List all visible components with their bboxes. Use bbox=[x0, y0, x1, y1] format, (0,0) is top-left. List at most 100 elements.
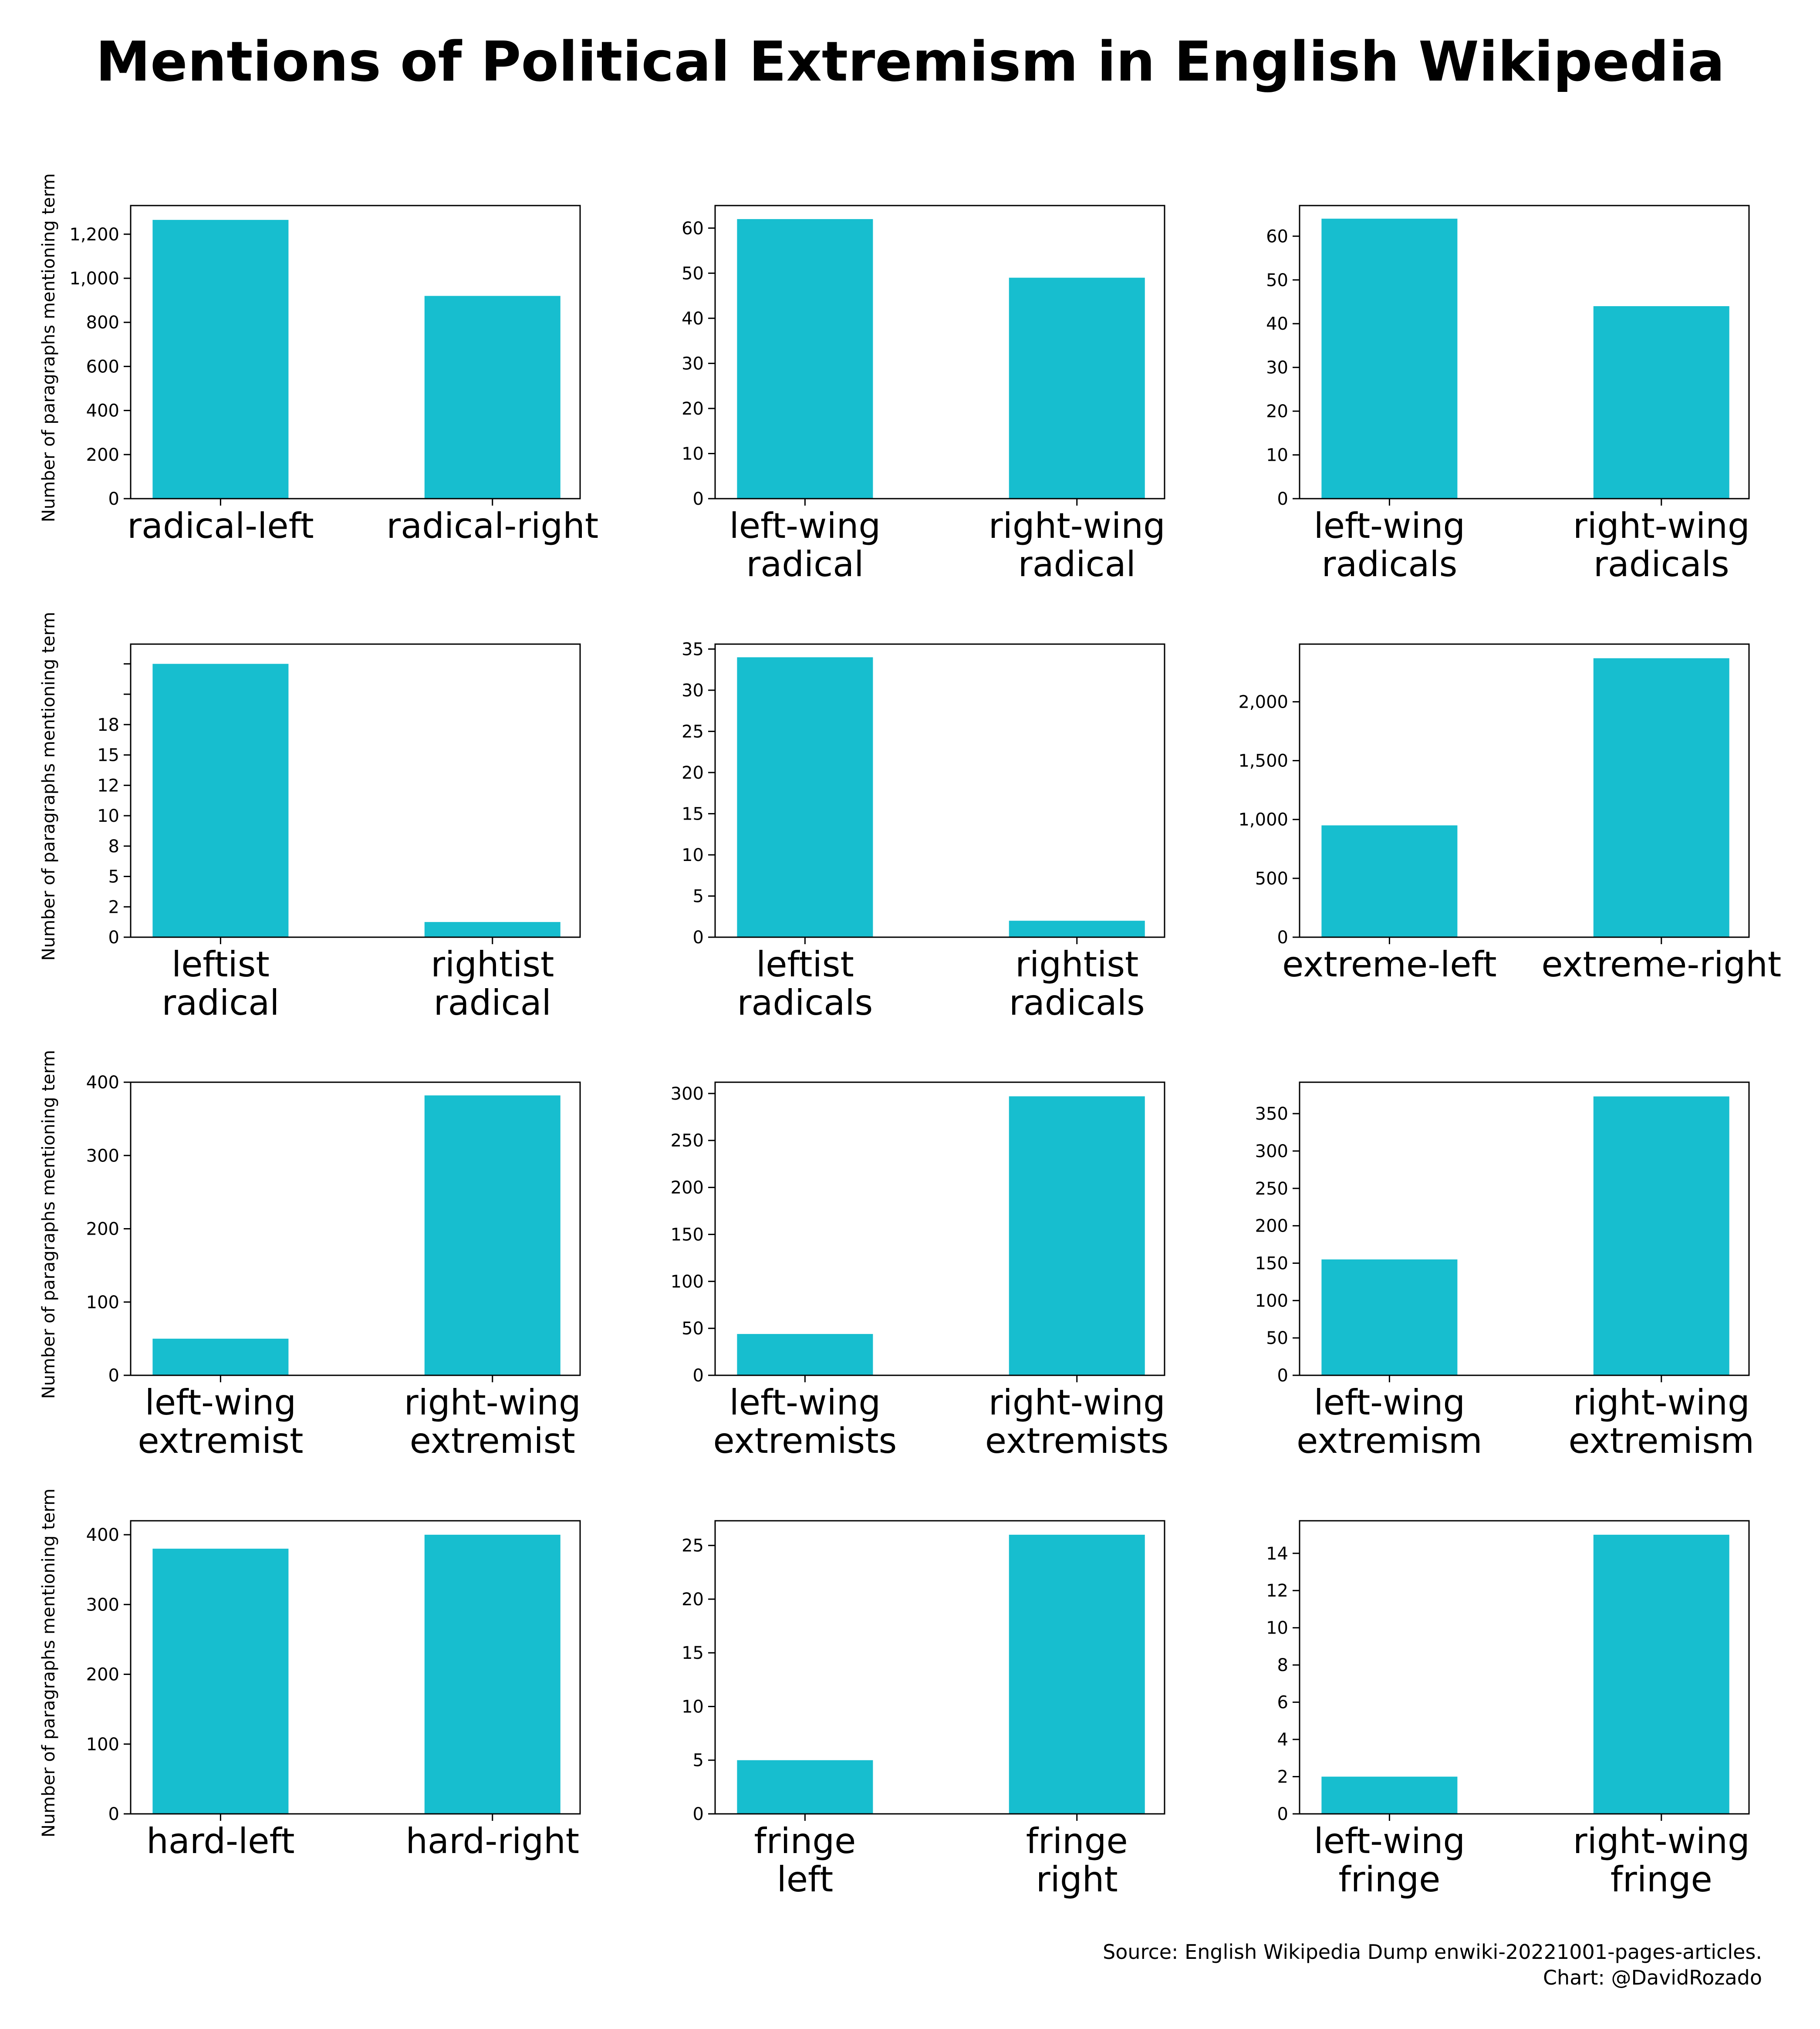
bar-chart-panel: 0102030405060left-wingradicalsright-wing… bbox=[1266, 205, 1750, 584]
bar-chart-panel: 0 500 1,000 1,500 2,000 extreme-left extreme-r… bbox=[1238, 643, 1781, 985]
x-tick-label: hard-left bbox=[146, 1821, 294, 1861]
bar bbox=[1593, 1096, 1729, 1375]
y-tick-label: 1,500 bbox=[1238, 751, 1288, 771]
x-tick-label: radicals bbox=[1009, 982, 1145, 1023]
bar bbox=[424, 922, 561, 937]
plot-frame bbox=[130, 205, 581, 500]
bar bbox=[152, 664, 289, 937]
x-tick-label: fringe bbox=[754, 1821, 856, 1861]
y-axis-label: Number of paragraphs mentioning term bbox=[39, 1489, 59, 1837]
y-tick-label: 30 bbox=[682, 354, 704, 374]
bar bbox=[424, 296, 561, 499]
x-tick-label: left bbox=[777, 1859, 834, 1900]
x-tick-label: left-wing bbox=[1314, 1821, 1465, 1861]
y-tick-label: 5 bbox=[693, 886, 704, 906]
bar bbox=[424, 1535, 561, 1814]
y-tick-label: 0 bbox=[108, 928, 119, 948]
x-tick-label: extreme-right bbox=[1541, 944, 1781, 985]
plot-frame bbox=[714, 1520, 1165, 1815]
y-tick-label: 0 bbox=[1277, 489, 1288, 509]
plot-frame bbox=[130, 1081, 581, 1376]
bar bbox=[424, 1095, 561, 1375]
x-tick-label: leftist bbox=[756, 944, 854, 985]
bar-chart-panel: 0102030405060left-wingradicalright-wingr… bbox=[682, 205, 1165, 584]
x-tick-label: extremism bbox=[1297, 1421, 1482, 1461]
x-tick-label: left-wing bbox=[729, 506, 881, 546]
y-tick-label: 2,000 bbox=[1238, 692, 1288, 712]
x-tick-label: radical bbox=[746, 544, 864, 584]
y-tick-label: 15 bbox=[97, 746, 119, 766]
y-tick-label: 100 bbox=[86, 1293, 119, 1313]
bar-chart-panel: 050100150200250300left-wingextremistsrig… bbox=[671, 1081, 1169, 1461]
y-tick-label: 50 bbox=[1266, 270, 1288, 290]
y-tick-label: 150 bbox=[671, 1225, 704, 1245]
bar bbox=[1321, 825, 1458, 937]
bar-chart-panel: 0100200300400left-wingextremistright-win… bbox=[39, 1050, 581, 1461]
y-tick-label: 200 bbox=[671, 1178, 704, 1198]
y-tick-label: 20 bbox=[1266, 402, 1288, 422]
y-tick-label: 2 bbox=[108, 897, 119, 917]
bar bbox=[1321, 1259, 1458, 1375]
bar bbox=[1593, 306, 1729, 499]
y-tick-label: 150 bbox=[1255, 1253, 1288, 1273]
y-tick-label: 200 bbox=[86, 1665, 119, 1685]
y-tick-label: 10 bbox=[97, 806, 119, 826]
x-tick-label: radical-left bbox=[127, 506, 314, 546]
figure-title: Mentions of Political Extremism in Engli… bbox=[96, 30, 1725, 94]
y-tick-label: 800 bbox=[86, 313, 119, 333]
y-tick-label: 50 bbox=[1266, 1328, 1288, 1348]
y-tick-label: 60 bbox=[1266, 226, 1288, 246]
bar-chart-panel: 0 100 200 300 400 hard-left hard-right Number o… bbox=[39, 1489, 581, 1861]
y-tick-label: 300 bbox=[1255, 1141, 1288, 1161]
bar bbox=[737, 1334, 873, 1375]
y-tick-label: 100 bbox=[86, 1735, 119, 1755]
bar bbox=[737, 219, 873, 499]
y-tick-label: 15 bbox=[682, 804, 704, 824]
bar-chart-panel: 050100150200250300350left-wingextremismr… bbox=[1255, 1081, 1754, 1461]
y-tick-label: 200 bbox=[1255, 1216, 1288, 1236]
y-tick-label: 250 bbox=[1255, 1179, 1288, 1199]
y-tick-label: 35 bbox=[682, 639, 704, 659]
y-tick-label: 0 bbox=[693, 489, 704, 509]
y-tick-label: 6 bbox=[1277, 1693, 1288, 1713]
y-tick-label: 1,000 bbox=[69, 269, 119, 289]
y-tick-label: 10 bbox=[1266, 446, 1288, 466]
y-tick-label: 20 bbox=[682, 399, 704, 419]
x-tick-label: extreme-left bbox=[1282, 944, 1496, 985]
y-tick-label: 12 bbox=[1266, 1581, 1288, 1601]
bar-chart-panel: 05101520253035leftistradicalsrightistrad… bbox=[682, 639, 1165, 1023]
x-tick-label: extremist bbox=[410, 1421, 575, 1461]
bar-chart-panel: 02468101214left-wingfringeright-wingfrin… bbox=[1266, 1520, 1750, 1900]
y-tick-label: 40 bbox=[1266, 314, 1288, 334]
x-tick-label: radical bbox=[162, 982, 279, 1023]
y-tick-label: 0 bbox=[1277, 1804, 1288, 1824]
bar bbox=[1321, 219, 1458, 499]
y-tick-label: 5 bbox=[108, 867, 119, 887]
bar bbox=[1593, 658, 1729, 937]
bar bbox=[152, 1549, 289, 1814]
y-tick-label: 10 bbox=[682, 845, 704, 865]
x-tick-label: fringe bbox=[1338, 1859, 1440, 1900]
credit-note: Chart: @DavidRozado bbox=[1543, 1966, 1762, 1989]
y-tick-label: 30 bbox=[682, 681, 704, 701]
x-tick-label: radical bbox=[1018, 544, 1136, 584]
plot-frame bbox=[1299, 205, 1750, 500]
y-tick-label: 250 bbox=[671, 1131, 704, 1151]
x-tick-label: right-wing bbox=[1573, 506, 1750, 546]
x-tick-label: rightist bbox=[1015, 944, 1138, 985]
y-tick-label: 18 bbox=[97, 715, 119, 735]
x-tick-label: radicals bbox=[1321, 544, 1457, 584]
y-tick-label: 350 bbox=[1255, 1104, 1288, 1124]
x-tick-label: radicals bbox=[1594, 544, 1729, 584]
bar bbox=[737, 1760, 873, 1814]
y-tick-label: 0 bbox=[1277, 928, 1288, 948]
y-tick-label: 0 bbox=[693, 928, 704, 948]
y-tick-label: 8 bbox=[108, 837, 119, 857]
y-tick-label: 0 bbox=[693, 1366, 704, 1386]
y-tick-label: 400 bbox=[86, 401, 119, 421]
y-tick-label: 400 bbox=[86, 1073, 119, 1093]
y-tick-label: 300 bbox=[86, 1146, 119, 1166]
y-tick-label: 0 bbox=[108, 1804, 119, 1824]
y-tick-label: 0 bbox=[108, 1366, 119, 1386]
